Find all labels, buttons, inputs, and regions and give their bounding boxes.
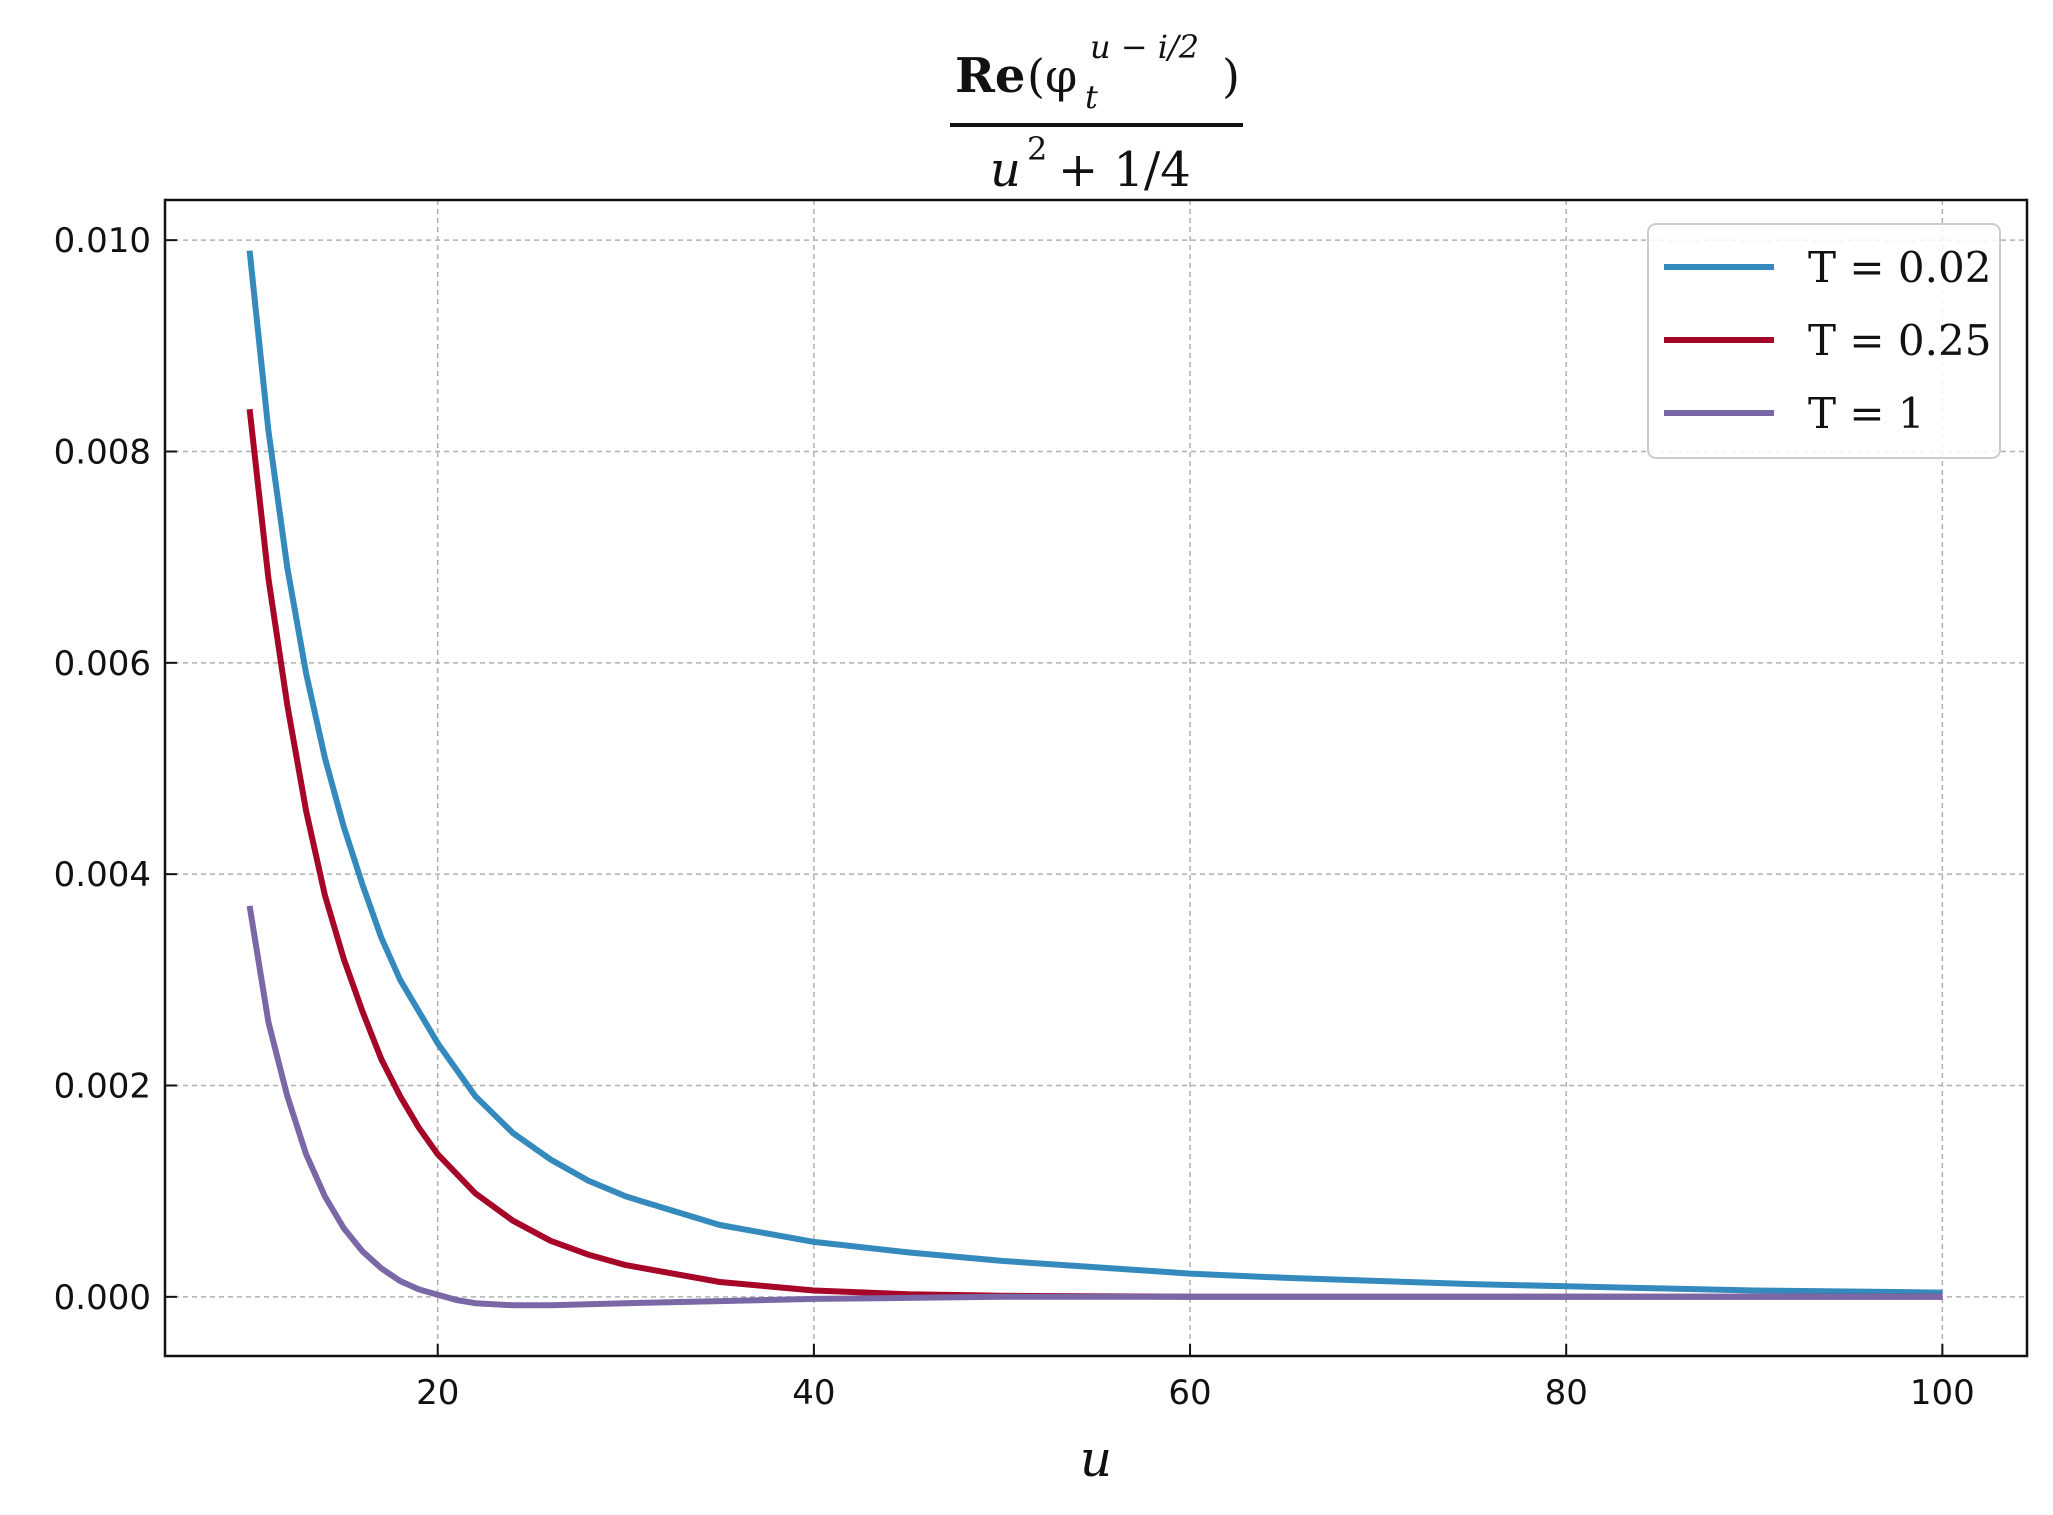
legend-label: T = 0.02 — [1808, 243, 1991, 292]
series-line-3 — [246, 905, 1943, 1309]
plot-frame — [163, 198, 2029, 1358]
chart-title: Re (φ t u − i/2 ) u 2 + 1/4 — [950, 28, 1243, 198]
x-axis-label: u — [1080, 1430, 1112, 1488]
legend: T = 0.02 T = 0.25 T = 1 — [1647, 223, 2001, 459]
title-numerator-sup: u − i/2 — [1090, 28, 1199, 66]
series-line-1 — [246, 250, 1943, 1296]
series-layer — [246, 250, 1943, 1309]
title-numerator-close: ) — [1222, 49, 1240, 103]
x-tick-label: 100 — [1910, 1373, 1975, 1413]
title-numerator-main: Re — [955, 48, 1025, 104]
x-tick-label: 60 — [1168, 1373, 1211, 1413]
y-tick-label: 0.000 — [54, 1278, 151, 1318]
legend-label: T = 0.25 — [1808, 316, 1991, 365]
x-tick-label: 80 — [1545, 1373, 1588, 1413]
y-tick-label: 0.010 — [54, 221, 151, 261]
title-denominator-sup: 2 — [1027, 130, 1047, 168]
legend-entries: T = 0.02 T = 0.25 T = 1 — [1664, 243, 1991, 438]
y-tick-label: 0.004 — [54, 855, 151, 895]
title-denominator-base: u — [990, 142, 1021, 198]
series-line-2 — [246, 408, 1943, 1300]
y-tick-label: 0.006 — [54, 644, 151, 684]
title-numerator-open: (φ — [1027, 49, 1077, 103]
title-denominator-rest: + 1/4 — [1058, 142, 1191, 198]
x-tick-label: 40 — [792, 1373, 835, 1413]
legend-box — [1647, 223, 2001, 459]
y-tick-label: 0.008 — [54, 432, 151, 472]
y-tick-label: 0.002 — [54, 1066, 151, 1106]
legend-label: T = 1 — [1808, 389, 1925, 438]
title-numerator-sub: t — [1085, 78, 1098, 116]
x-tick-label: 20 — [416, 1373, 459, 1413]
ticks: 20 40 60 80 100 0.000 0.002 0.004 0.006 0.008 0.01… — [54, 221, 1975, 1413]
